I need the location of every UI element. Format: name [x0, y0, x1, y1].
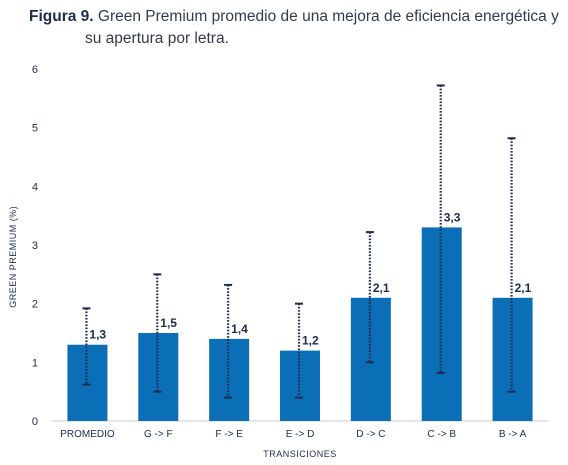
bars [67, 227, 533, 421]
data-label: 2,1 [373, 281, 390, 295]
y-tick-label: 3 [32, 240, 38, 252]
y-tick-label: 5 [32, 123, 38, 135]
x-axis-categories: PROMEDIO G -> F F -> E E -> D D -> C C -> B B … [60, 429, 526, 440]
x-axis-title: TRANSICIONES [263, 449, 337, 459]
x-tick-label: F -> E [215, 429, 243, 440]
error-bars [82, 84, 516, 399]
bar [350, 297, 391, 421]
title-line2: su apertura por letra. [85, 30, 229, 47]
x-tick-label: D -> C [356, 429, 385, 440]
data-label: 3,3 [444, 210, 461, 224]
error-bar [82, 307, 91, 386]
error-bar [507, 137, 516, 393]
title-line1: Green Premium promedio de una mejora de … [97, 8, 559, 25]
x-tick-label: B -> A [499, 429, 527, 440]
error-bar [436, 84, 445, 374]
y-tick-label: 1 [32, 357, 38, 369]
x-tick-label: G -> F [144, 429, 173, 440]
data-label: 1,5 [160, 316, 177, 330]
data-label: 1,4 [231, 322, 248, 336]
error-bar [295, 302, 303, 399]
y-tick-label: 4 [32, 181, 38, 193]
x-tick-label: C -> B [427, 429, 456, 440]
data-label: 1,3 [89, 328, 106, 342]
data-label: 2,1 [515, 281, 532, 295]
data-label: 1,2 [302, 334, 319, 348]
figure-number: Figura 9. [29, 8, 94, 25]
y-axis-ticks: 0 1 2 3 4 5 6 [32, 64, 38, 428]
y-axis-title: GREEN PREMIUM (%) [8, 206, 18, 308]
y-tick-label: 6 [32, 64, 38, 76]
bar [209, 338, 250, 421]
data-labels: 1,3 1,5 1,4 1,2 2,1 3,3 2,1 [89, 210, 531, 347]
chart-title: Figura 9. Green Premium promedio de una … [29, 6, 559, 50]
x-tick-label: E -> D [286, 429, 315, 440]
error-bar [365, 231, 374, 364]
x-tick-label: PROMEDIO [60, 429, 115, 440]
error-bar [224, 283, 233, 399]
bar [280, 350, 320, 421]
y-tick-label: 2 [32, 299, 38, 311]
y-tick-label: 0 [32, 416, 38, 428]
error-bar [153, 273, 162, 393]
